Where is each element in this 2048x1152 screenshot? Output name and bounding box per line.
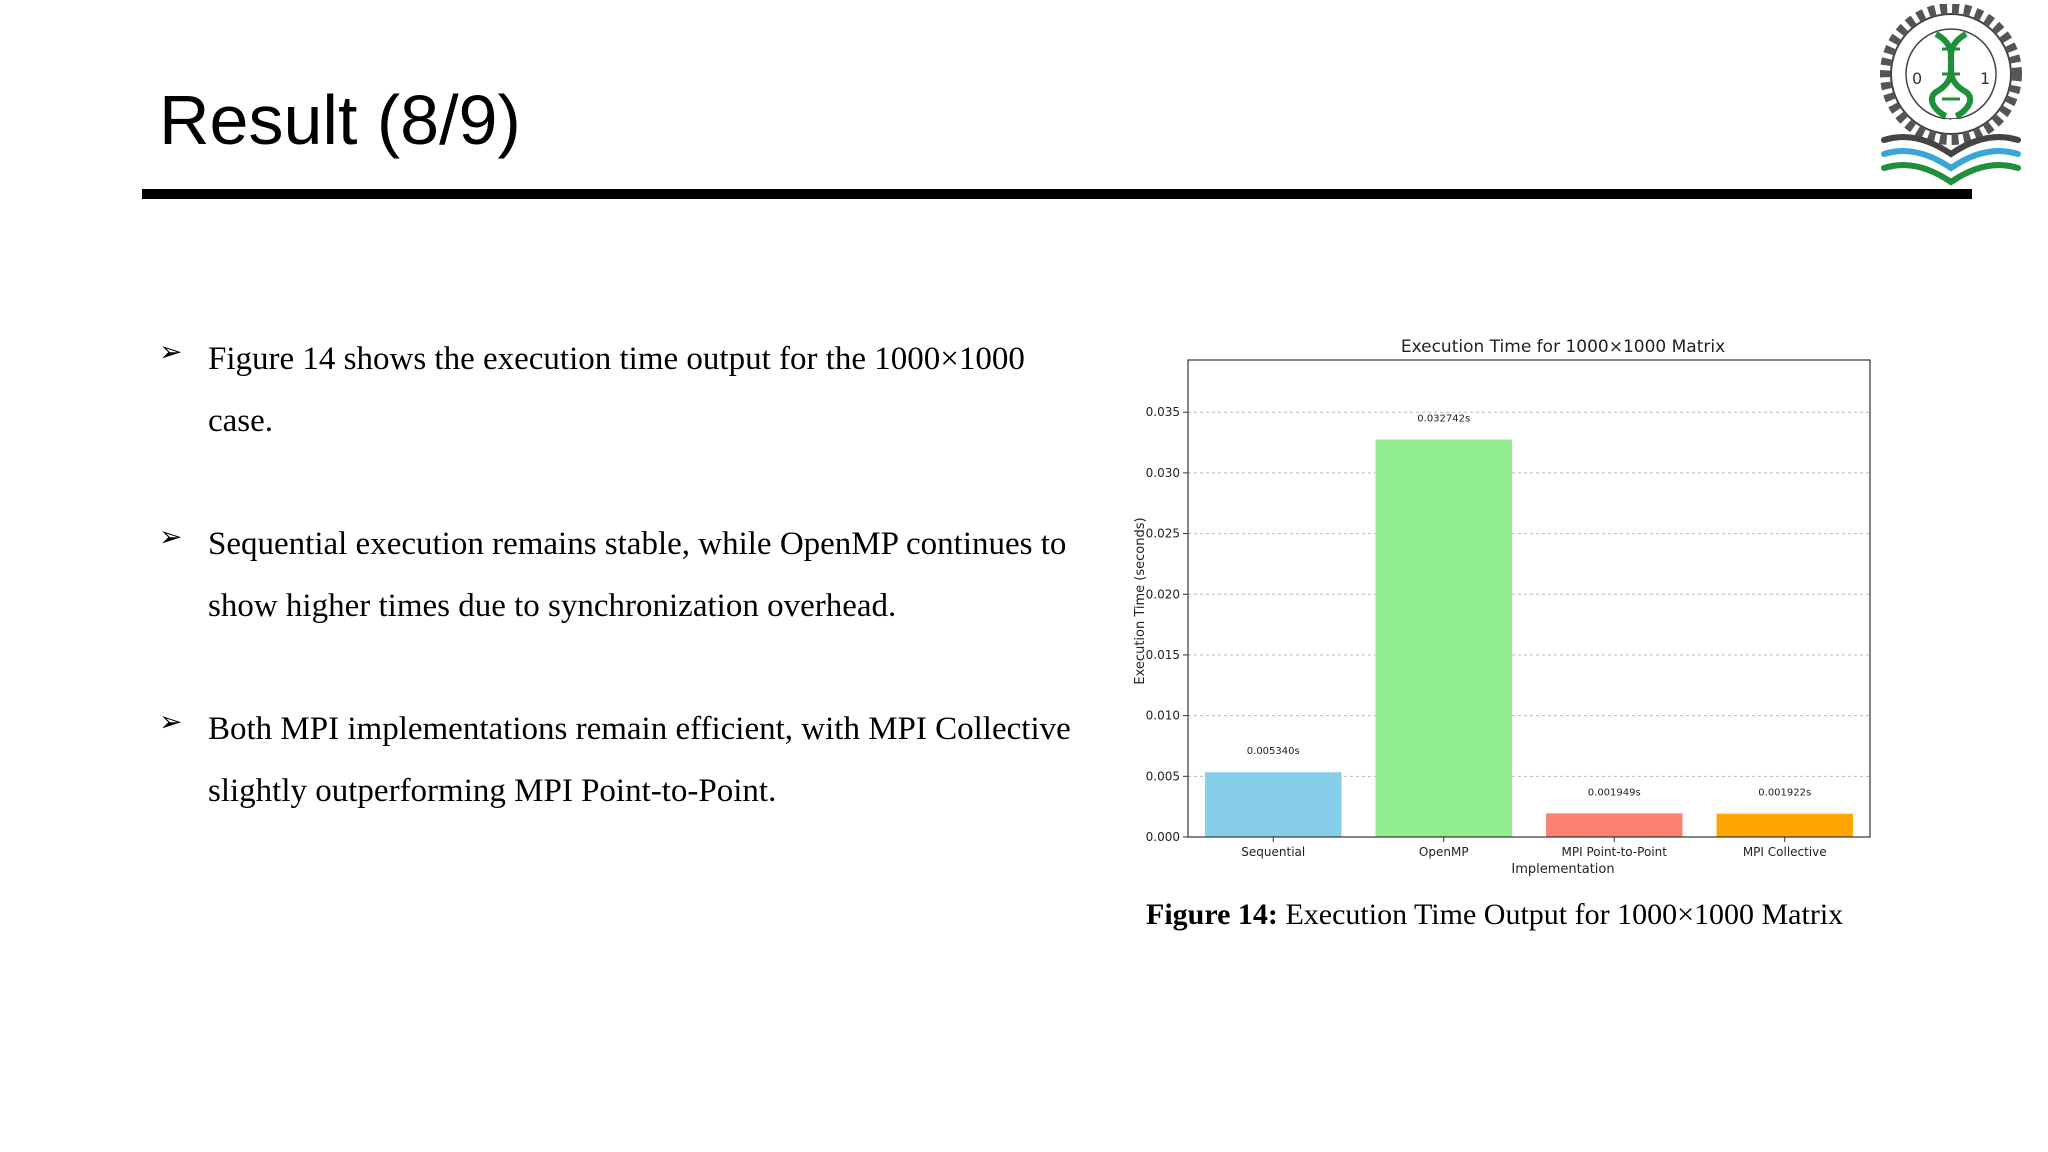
bar-mpi-point-to-point (1546, 813, 1683, 837)
bullet-item: ➢ Sequential execution remains stable, w… (159, 513, 1079, 637)
bullet-list: ➢ Figure 14 shows the execution time out… (159, 328, 1079, 883)
bar-value-label: 0.001949s (1588, 787, 1641, 798)
seal-digit-one: 1 (1980, 69, 1990, 88)
title-divider (142, 189, 1972, 199)
slide-title: Result (8/9) (159, 81, 521, 159)
bar-value-label: 0.005340s (1247, 746, 1300, 757)
x-tick-label: MPI Collective (1743, 845, 1827, 859)
bullet-item: ➢ Both MPI implementations remain effici… (159, 698, 1079, 822)
figure-caption: Figure 14: Execution Time Output for 100… (1146, 895, 1843, 935)
caption-text: Execution Time Output for 1000×1000 Matr… (1277, 898, 1844, 931)
book-icon (1881, 134, 2021, 186)
caption-label: Figure 14: (1146, 898, 1278, 931)
bar-value-label: 0.001922s (1758, 788, 1811, 799)
y-ticks: 0.000 0.005 0.010 0.015 0.020 0.025 0.030 0.035 (1146, 405, 1188, 844)
y-tick-label: 0.020 (1146, 587, 1180, 601)
plot-frame (1187, 359, 1871, 838)
chart-title: Execution Time for 1000×1000 Matrix (1401, 337, 1725, 357)
bar-value-label: 0.032742s (1417, 414, 1470, 425)
university-logo: 0 1 HSTU (1880, 4, 2022, 186)
y-tick-label: 0.030 (1146, 466, 1180, 480)
x-tick-label: MPI Point-to-Point (1562, 845, 1668, 859)
bar-openmp (1375, 439, 1512, 837)
y-tick-label: 0.000 (1146, 830, 1180, 844)
bars (1205, 439, 1853, 837)
seal-abbrev: HSTU (1933, 117, 1970, 131)
execution-time-chart: Execution Time for 1000×1000 Matrix Exec… (1133, 337, 1871, 877)
y-tick-label: 0.005 (1146, 769, 1180, 783)
y-tick-label: 0.010 (1146, 709, 1180, 723)
bullet-text: Both MPI implementations remain efficien… (208, 711, 1071, 809)
bar-sequential (1205, 772, 1342, 837)
x-axis-label: Implementation (1511, 862, 1614, 877)
dna-icon (1928, 31, 1974, 119)
arrow-bullet-icon: ➢ (159, 520, 183, 553)
y-tick-label: 0.025 (1146, 527, 1180, 541)
arrow-bullet-icon: ➢ (159, 705, 183, 738)
bullet-item: ➢ Figure 14 shows the execution time out… (159, 328, 1079, 452)
y-tick-label: 0.035 (1146, 405, 1180, 419)
x-tick-label: OpenMP (1419, 845, 1469, 859)
bullet-text: Sequential execution remains stable, whi… (208, 526, 1067, 624)
bar-mpi-collective (1716, 813, 1853, 837)
bullet-text: Figure 14 shows the execution time outpu… (208, 341, 1025, 439)
y-axis-label: Execution Time (seconds) (1133, 517, 1148, 684)
seal-digit-zero: 0 (1912, 69, 1922, 88)
x-ticks: Sequential OpenMP MPI Point-to-Point MPI Co… (1241, 837, 1827, 859)
data-labels: 0.005340s 0.032742s 0.001949s 0.001922s (1247, 414, 1811, 799)
x-tick-label: Sequential (1241, 845, 1305, 859)
arrow-bullet-icon: ➢ (159, 335, 183, 368)
y-tick-label: 0.015 (1146, 648, 1180, 662)
